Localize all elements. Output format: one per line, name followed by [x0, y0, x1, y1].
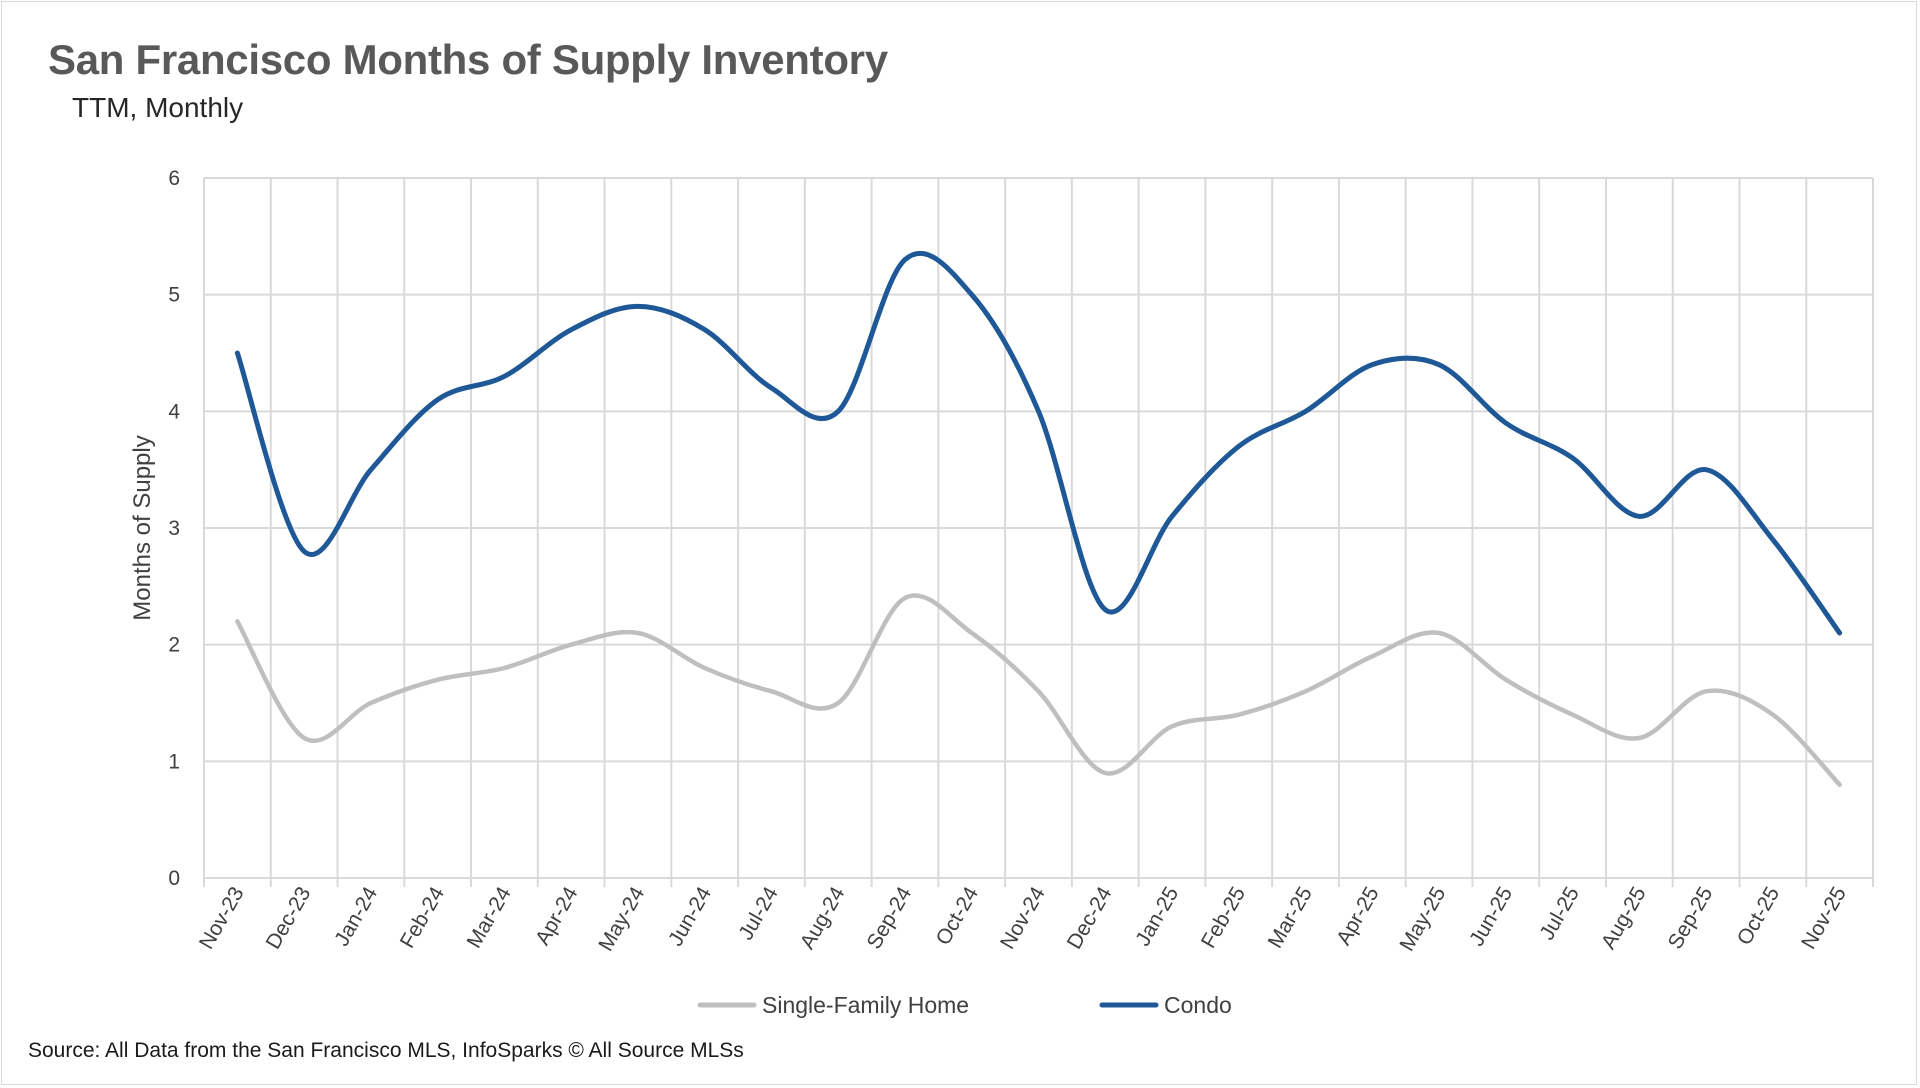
x-tick-label: Feb-25	[1197, 883, 1250, 952]
x-tick-label: Sep-25	[1664, 883, 1718, 953]
y-axis-title: Months of Supply	[129, 435, 156, 620]
x-tick-label: Oct-25	[1733, 883, 1784, 949]
x-tick-label: Jul-24	[734, 883, 783, 944]
series-lines	[234, 250, 1843, 787]
x-tick-label: Nov-25	[1797, 883, 1851, 953]
y-tick-label: 6	[168, 167, 180, 190]
legend-label-single-family-home: Single-Family Home	[762, 992, 969, 1018]
x-tick-label: Apr-25	[1332, 883, 1383, 949]
x-tick-label: Jan-25	[1131, 883, 1183, 950]
chart-subtitle: TTM, Monthly	[72, 92, 244, 123]
x-tick-label: May-24	[594, 883, 649, 955]
x-tick-label: Mar-24	[463, 883, 516, 952]
x-tick-label: Apr-24	[531, 883, 583, 949]
chart-title: San Francisco Months of Supply Inventory	[48, 36, 888, 83]
x-tick-label: Feb-24	[396, 883, 449, 952]
series-line-condo	[234, 250, 1843, 636]
x-tick-label: May-25	[1395, 883, 1450, 955]
x-tick-label: Jan-24	[330, 883, 382, 950]
y-tick-label: 5	[168, 284, 180, 307]
y-tick-labels: 0 1 2 3 4 5 6	[168, 167, 180, 890]
x-tick-label: Dec-24	[1063, 883, 1117, 953]
x-tick-labels: Nov-23 Dec-23 Jan-24 Feb-24 Mar-24 Apr-24 May-…	[195, 883, 1851, 955]
y-tick-label: 3	[168, 517, 180, 540]
x-tick-label: Aug-25	[1597, 883, 1651, 953]
y-tick-label: 4	[168, 400, 180, 423]
legend: Single-Family Home Condo	[697, 992, 1232, 1018]
x-tick-label: Sep-24	[863, 883, 917, 953]
x-tick-label: Aug-24	[796, 883, 850, 953]
x-tick-label: Nov-24	[996, 883, 1050, 953]
legend-label-condo: Condo	[1164, 992, 1232, 1018]
x-tick-label: Jun-24	[664, 883, 716, 950]
x-tick-label: Dec-23	[262, 883, 316, 953]
y-tick-label: 1	[168, 750, 180, 773]
x-tick-label: Jun-25	[1465, 883, 1517, 950]
series-line-single-family-home	[235, 593, 1842, 787]
y-tick-label: 0	[168, 867, 180, 890]
x-tick-label: Oct-24	[932, 883, 984, 949]
x-tick-label: Nov-23	[195, 883, 249, 953]
source-note: Source: All Data from the San Francisco …	[28, 1039, 744, 1062]
gridlines	[203, 177, 1874, 887]
y-tick-label: 2	[168, 634, 180, 657]
x-tick-label: Mar-25	[1264, 883, 1317, 952]
x-tick-label: Jul-25	[1535, 883, 1584, 944]
